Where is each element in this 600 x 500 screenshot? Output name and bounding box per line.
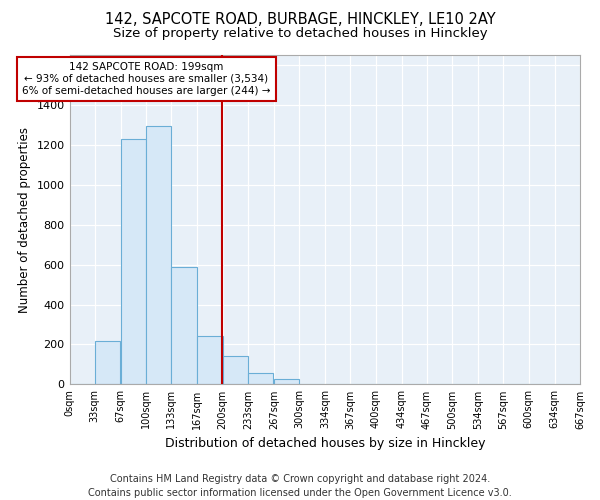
Bar: [274, 380, 299, 384]
Text: 142 SAPCOTE ROAD: 199sqm
← 93% of detached houses are smaller (3,534)
6% of semi: 142 SAPCOTE ROAD: 199sqm ← 93% of detach…: [22, 62, 271, 96]
X-axis label: Distribution of detached houses by size in Hinckley: Distribution of detached houses by size …: [164, 437, 485, 450]
Bar: [197, 336, 223, 384]
Bar: [121, 139, 146, 384]
Bar: [172, 266, 197, 384]
Bar: [223, 356, 248, 384]
Bar: [95, 340, 120, 384]
Bar: [248, 374, 273, 384]
Y-axis label: Number of detached properties: Number of detached properties: [18, 126, 31, 312]
Text: 142, SAPCOTE ROAD, BURBAGE, HINCKLEY, LE10 2AY: 142, SAPCOTE ROAD, BURBAGE, HINCKLEY, LE…: [104, 12, 496, 28]
Text: Size of property relative to detached houses in Hinckley: Size of property relative to detached ho…: [113, 28, 487, 40]
Bar: [146, 126, 172, 384]
Text: Contains HM Land Registry data © Crown copyright and database right 2024.
Contai: Contains HM Land Registry data © Crown c…: [88, 474, 512, 498]
